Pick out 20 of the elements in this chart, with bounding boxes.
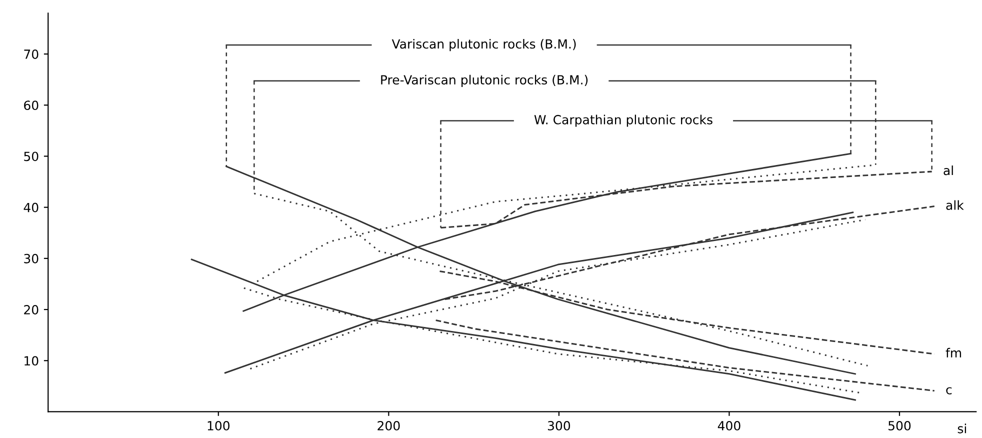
y-tick-label: 20 — [24, 304, 38, 314]
series-label: fm — [946, 348, 962, 358]
series-label: al — [944, 166, 953, 176]
y-tick-label: 10 — [24, 356, 38, 366]
annotation: W. Carpathian plutonic rocks — [534, 114, 712, 127]
x-axis-title: si — [958, 424, 966, 434]
x-tick-label: 500 — [888, 420, 911, 430]
y-tick-label: 50 — [24, 152, 38, 162]
y-tick-label: 30 — [24, 254, 38, 264]
annotation: Variscan plutonic rocks (B.M.) — [392, 38, 576, 52]
x-tick-label: 300 — [548, 420, 570, 430]
series-label: c — [946, 387, 952, 394]
x-tick-label: 200 — [378, 420, 400, 430]
x-tick-label: 400 — [718, 420, 740, 430]
annotation: Pre-Variscan plutonic rocks (B.M.) — [381, 74, 588, 87]
y-tick-label: 40 — [24, 202, 38, 212]
x-tick-label: 100 — [208, 420, 230, 430]
series-label: alk — [946, 200, 964, 210]
y-tick-label: 70 — [24, 49, 38, 59]
y-tick-label: 60 — [24, 100, 38, 110]
